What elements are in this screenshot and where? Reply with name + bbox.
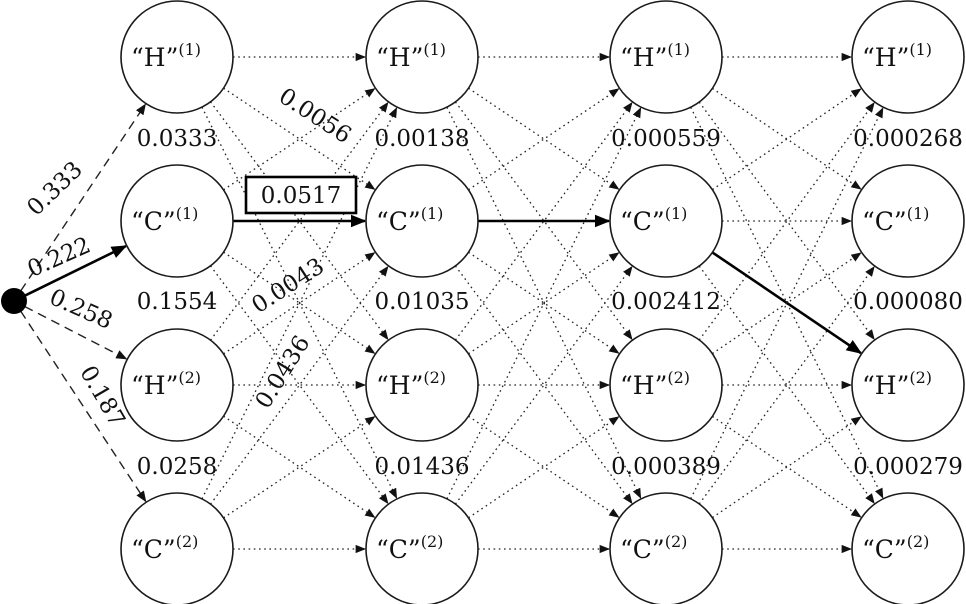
transition-edge-1-3-2	[468, 416, 620, 519]
state-node-2-3: “C”(2)	[609, 492, 723, 604]
state-node-2-0: “H”(1)	[609, 0, 723, 114]
state-node-3-3: “C”(2)	[851, 492, 965, 604]
state-label: “C”(2)	[620, 532, 687, 564]
probability-label-0-0: 0.0333	[137, 126, 217, 152]
probability-label-2-1: 0.002412	[611, 289, 721, 315]
state-node-0-1: “C”(1)	[120, 164, 234, 278]
transition-weight-label-1: 0.0517	[261, 183, 341, 209]
transition-edge-1-1-3	[454, 265, 633, 505]
state-label: “H”(2)	[862, 368, 932, 400]
probability-label-0-1: 0.1554	[137, 289, 217, 315]
state-label: “C”(2)	[131, 532, 198, 564]
state-node-1-1: “C”(1)	[365, 164, 479, 278]
state-label: “H”(2)	[376, 368, 446, 400]
transition-edge-2-1-3	[698, 265, 875, 504]
probability-label-2-0: 0.000559	[611, 126, 721, 152]
transition-weight-label-3: 0.0436	[251, 331, 316, 413]
transition-edge-1-2-3	[468, 415, 620, 518]
transition-edge-2-2-0	[698, 102, 875, 341]
probability-label-3-2: 0.000279	[853, 454, 963, 480]
probability-label-1-1: 0.01035	[374, 289, 469, 315]
state-label: “H”(1)	[620, 40, 690, 72]
state-node-0-2: “H”(2)	[120, 328, 234, 442]
state-label: “H”(1)	[862, 40, 932, 72]
state-label: “C”(1)	[862, 204, 929, 236]
highlighted-weight-box	[244, 175, 358, 215]
state-label: “C”(2)	[862, 532, 929, 564]
transition-edge-0-1-2	[223, 251, 376, 354]
transition-edge-1-2-1	[468, 252, 620, 355]
probability-label-1-2: 0.01436	[374, 454, 469, 480]
state-node-3-1: “C”(1)	[851, 164, 965, 278]
initial-edge-2	[24, 305, 128, 360]
state-label: “H”(2)	[131, 368, 201, 400]
state-node-1-0: “H”(1)	[365, 0, 479, 114]
edges	[20, 52, 884, 554]
state-node-0-3: “C”(2)	[120, 492, 234, 604]
probability-label-1-0: 0.00138	[374, 126, 469, 152]
transition-weight-label-0: 0.0056	[274, 83, 356, 149]
state-label: “H”(2)	[620, 368, 690, 400]
probability-label-2-2: 0.000389	[611, 454, 721, 480]
transition-weight-label-2: 0.0043	[247, 253, 329, 319]
state-label: “C”(1)	[620, 204, 687, 236]
state-node-3-2: “H”(2)	[851, 328, 965, 442]
state-label: “H”(1)	[131, 40, 201, 72]
state-label: “C”(1)	[376, 204, 443, 236]
transition-edge-0-3-2	[223, 416, 376, 519]
probability-label-0-2: 0.0258	[137, 454, 217, 480]
initial-weight-label-1: 0.222	[24, 232, 95, 283]
initial-weight-label-0: 0.333	[22, 157, 87, 221]
transition-edge-0-1-3	[209, 265, 389, 505]
best-path-initial-edge-1	[24, 244, 128, 297]
initial-edge-0	[20, 103, 146, 292]
state-label: “H”(1)	[376, 40, 446, 72]
initial-weight-label-2: 0.258	[45, 284, 116, 335]
transition-edge-0-2-1	[223, 252, 376, 355]
state-node-0-0: “H”(1)	[120, 0, 234, 114]
state-node-3-0: “H”(1)	[851, 0, 965, 114]
transition-edge-0-2-3	[223, 415, 376, 518]
initial-edge-3	[20, 310, 147, 503]
state-node-1-3: “C”(2)	[365, 492, 479, 604]
transition-edge-2-3-1	[698, 266, 875, 505]
transition-edge-2-3-2	[711, 416, 862, 519]
transition-edge-0-1-0	[223, 88, 376, 191]
state-node-2-2: “H”(2)	[609, 328, 723, 442]
state-node-2-1: “C”(1)	[609, 164, 723, 278]
start-node	[1, 288, 27, 314]
transition-edge-0-0-1	[223, 87, 376, 190]
transition-edge-2-2-1	[711, 252, 862, 355]
transition-edge-1-1-2	[468, 251, 620, 354]
transition-edge-1-0-1	[468, 87, 620, 190]
probability-label-3-0: 0.000268	[853, 126, 963, 152]
probability-label-3-1: 0.000080	[853, 289, 963, 315]
transition-edge-2-1-0	[711, 88, 862, 191]
state-label: “C”(2)	[376, 532, 443, 564]
state-label: “C”(1)	[131, 204, 198, 236]
transition-edge-2-0-2	[698, 101, 875, 340]
transition-edge-1-1-0	[468, 88, 620, 191]
state-node-1-2: “H”(2)	[365, 328, 479, 442]
